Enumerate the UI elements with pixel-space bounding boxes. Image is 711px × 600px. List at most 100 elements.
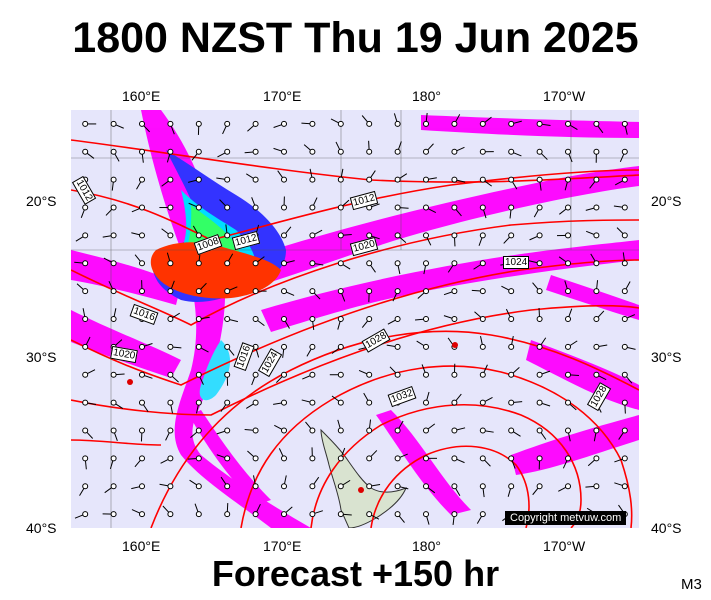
station-circle (621, 343, 628, 350)
station-circle (565, 260, 571, 267)
station-circle (366, 260, 373, 267)
station-circle (621, 427, 628, 434)
station-circle (479, 427, 486, 434)
station-circle (423, 455, 429, 462)
right-lat-label: 20°S (651, 193, 682, 209)
station-circle (281, 260, 287, 267)
station-circle (252, 120, 259, 127)
station-circle (337, 148, 344, 155)
station-circle (536, 483, 543, 490)
station-circle (451, 176, 458, 183)
station-circle (82, 399, 89, 406)
station-circle (139, 455, 145, 462)
station-circle (394, 455, 401, 462)
station-circle (337, 288, 344, 295)
station-circle (82, 455, 89, 462)
station-circle (309, 232, 316, 239)
station-circle (110, 120, 117, 127)
station-circle (252, 483, 259, 490)
station-circle (366, 288, 373, 295)
station-circle (309, 316, 316, 322)
station-circle (82, 343, 89, 350)
station-circle (281, 483, 287, 490)
station-circle (309, 455, 316, 462)
map-title: 1800 NZST Thu 19 Jun 2025 (72, 14, 639, 62)
station-circle (167, 176, 174, 183)
station-circle (451, 288, 458, 295)
station-circle (451, 511, 458, 518)
station-circle (195, 483, 202, 490)
station-circle (423, 511, 429, 518)
station-circle (479, 316, 486, 322)
station-circle (82, 232, 89, 239)
station-circle (82, 260, 89, 267)
station-circle (451, 204, 458, 211)
station-circle (565, 288, 571, 295)
station-circle (167, 455, 174, 462)
station-circle (593, 427, 600, 434)
top-lon-label: 160°E (122, 88, 161, 104)
station-circle (82, 483, 89, 490)
station-circle (195, 148, 202, 155)
station-circle (423, 427, 429, 434)
station-circle (309, 204, 316, 211)
station-circle (224, 148, 231, 155)
station-grid (74, 112, 636, 526)
station-circle (394, 176, 401, 183)
station-circle (536, 232, 543, 239)
station-circle (451, 148, 458, 155)
station-circle (565, 343, 571, 350)
station-circle (451, 120, 458, 127)
station-circle (536, 316, 543, 322)
station-circle (423, 232, 429, 239)
station-circle (167, 511, 174, 518)
station-circle (224, 260, 231, 267)
station-circle (82, 371, 89, 378)
station-circle (139, 371, 145, 378)
station-circle (621, 455, 628, 462)
station-circle (593, 120, 600, 127)
station-circle (394, 260, 401, 267)
station-circle (309, 120, 316, 127)
station-circle (536, 371, 543, 378)
station-circle (309, 260, 316, 267)
station-circle (82, 316, 89, 322)
station-circle (309, 371, 316, 378)
station-circle (224, 483, 231, 490)
station-circle (536, 176, 543, 183)
left-lat-label: 40°S (26, 520, 57, 536)
station-circle (423, 120, 429, 127)
station-circle (281, 176, 287, 183)
map-code: M3 (681, 576, 702, 593)
station-circle (565, 316, 571, 322)
station-circle (167, 483, 174, 490)
station-circle (337, 316, 344, 322)
station-circle (423, 371, 429, 378)
right-lat-label: 40°S (651, 520, 682, 536)
station-circle (366, 176, 373, 183)
station-circle (195, 288, 202, 295)
station-circle (195, 120, 202, 127)
station-circle (139, 232, 145, 239)
station-circle (423, 288, 429, 295)
station-circle (565, 427, 571, 434)
station-circle (309, 176, 316, 183)
station-circle (281, 204, 287, 211)
station-circle (366, 427, 373, 434)
station-circle (621, 176, 628, 183)
station-circle (565, 483, 571, 490)
station-circle (110, 316, 117, 322)
station-circle (621, 399, 628, 406)
station-circle (224, 288, 231, 295)
station-circle (508, 455, 515, 462)
station-circle (536, 148, 543, 155)
station-circle (423, 316, 429, 322)
station-circle (82, 120, 89, 127)
pressure-center-marker (127, 379, 133, 385)
station-circle (394, 371, 401, 378)
station-circle (195, 204, 202, 211)
station-circle (508, 316, 515, 322)
station-circle (366, 455, 373, 462)
station-circle (195, 399, 202, 406)
station-circle (110, 204, 117, 211)
